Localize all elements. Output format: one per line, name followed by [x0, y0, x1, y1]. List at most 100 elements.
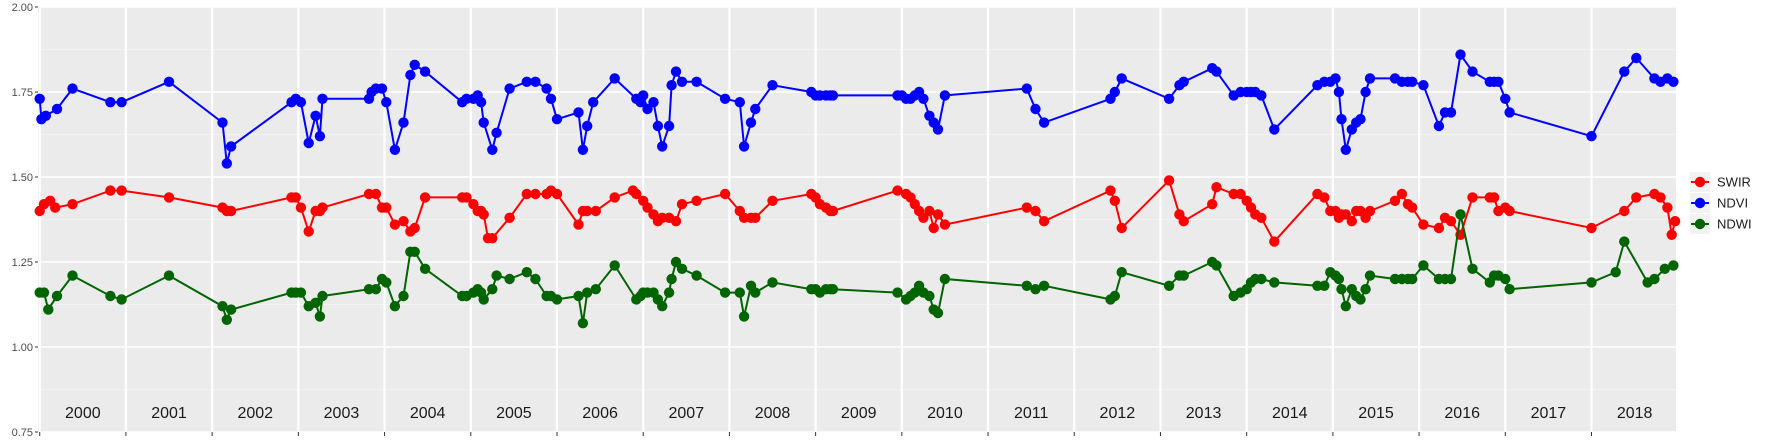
data-point-swir [381, 202, 392, 213]
data-point-ndvi [939, 90, 951, 101]
data-point-ndwi [573, 290, 584, 302]
data-point-ndvi [1269, 124, 1280, 135]
data-point-ndvi [1586, 131, 1597, 142]
data-point-ndwi [750, 287, 761, 298]
data-point-ndwi [51, 290, 63, 302]
year-label: 2003 [324, 405, 360, 422]
data-point-ndwi [504, 273, 515, 285]
legend-label: NDWI [1717, 217, 1752, 232]
data-point-ndwi [1269, 277, 1280, 288]
data-point-ndwi [370, 284, 382, 295]
data-point-swir [827, 205, 839, 217]
data-point-swir [1340, 209, 1352, 220]
legend-key-point [1694, 176, 1706, 188]
data-point-ndwi [691, 270, 702, 281]
data-point-ndwi [381, 277, 392, 288]
year-label: 2001 [151, 405, 187, 422]
series-ndvi [34, 49, 1679, 169]
data-point-ndwi [577, 318, 589, 329]
data-point-ndvi [116, 97, 127, 108]
data-point-ndwi [1163, 280, 1175, 291]
year-label: 2017 [1531, 405, 1567, 422]
data-point-swir [295, 202, 307, 213]
data-point-swir [1038, 216, 1050, 227]
year-label: 2002 [237, 405, 273, 422]
data-point-ndvi [67, 83, 78, 94]
data-point-swir [370, 188, 382, 200]
data-point-swir [1207, 199, 1218, 210]
data-point-ndwi [827, 284, 839, 295]
data-point-ndwi [478, 294, 489, 305]
legend-key-point [1694, 197, 1706, 209]
data-point-ndvi [1433, 120, 1445, 132]
data-point-ndwi [310, 297, 321, 308]
year-label: 2018 [1617, 405, 1653, 422]
data-point-swir [892, 185, 903, 196]
data-point-ndvi [1330, 73, 1341, 84]
data-point-ndvi [317, 93, 328, 105]
data-point-swir [1631, 192, 1642, 203]
data-point-swir [767, 195, 778, 206]
data-point-swir [478, 209, 489, 220]
data-point-ndvi [1500, 93, 1511, 105]
data-point-ndwi [1038, 280, 1050, 291]
data-point-ndwi [1030, 284, 1041, 295]
data-point-ndwi [1445, 273, 1457, 285]
data-point-ndvi [652, 120, 664, 132]
data-point-swir [1669, 216, 1681, 227]
data-point-swir [631, 188, 642, 200]
data-point-swir [1467, 192, 1478, 203]
data-point-ndvi [745, 117, 757, 128]
data-point-swir [1418, 219, 1429, 230]
data-point-ndwi [389, 301, 401, 312]
data-point-ndvi [1038, 117, 1050, 128]
data-point-ndwi [1116, 267, 1127, 278]
data-point-ndvi [1336, 114, 1347, 125]
y-axis: 0.75 1.00 1.25 1.50 1.75 2.00 [12, 2, 38, 439]
data-point-ndwi [1256, 273, 1267, 285]
data-point-ndvi [750, 103, 761, 115]
data-point-ndvi [381, 97, 392, 108]
data-point-swir [530, 188, 541, 200]
data-point-ndwi [657, 301, 668, 312]
data-point-ndvi [1256, 90, 1267, 101]
data-point-ndwi [1360, 284, 1371, 295]
legend-item-swir: SWIR [1690, 172, 1751, 192]
data-point-ndvi [541, 83, 552, 94]
data-point-ndvi [105, 97, 116, 108]
data-point-ndwi [767, 277, 778, 288]
legend-label: NDVI [1717, 196, 1748, 211]
data-point-swir [1396, 188, 1408, 200]
data-point-ndwi [663, 287, 675, 298]
data-point-ndwi [1504, 284, 1515, 295]
data-point-swir [303, 226, 314, 237]
data-point-ndwi [1659, 263, 1671, 274]
data-point-swir [1319, 192, 1330, 203]
data-point-swir [642, 202, 653, 213]
data-point-ndwi [666, 273, 677, 285]
data-point-ndwi [409, 246, 420, 257]
data-point-swir [750, 212, 761, 223]
data-point-ndvi [734, 97, 745, 108]
data-point-ndvi [1455, 49, 1466, 60]
data-point-ndwi [670, 256, 682, 268]
legend-label: SWIR [1717, 175, 1751, 190]
data-point-ndvi [504, 83, 515, 94]
data-point-swir [670, 216, 682, 227]
year-label: 2011 [1014, 405, 1049, 422]
legend-key-point [1694, 218, 1706, 230]
data-point-swir [676, 199, 688, 210]
data-point-ndwi [1336, 284, 1347, 295]
data-point-ndwi [932, 307, 944, 319]
data-point-swir [67, 199, 78, 210]
data-point-ndvi [521, 76, 532, 88]
data-point-ndwi [116, 294, 127, 305]
data-point-ndvi [295, 97, 307, 108]
data-point-swir [939, 219, 951, 230]
data-point-ndwi [1467, 263, 1478, 274]
data-point-swir [719, 188, 731, 200]
data-point-swir [1504, 205, 1515, 217]
data-point-ndwi [419, 263, 431, 274]
data-point-ndwi [582, 287, 593, 298]
data-point-ndvi [582, 120, 593, 132]
